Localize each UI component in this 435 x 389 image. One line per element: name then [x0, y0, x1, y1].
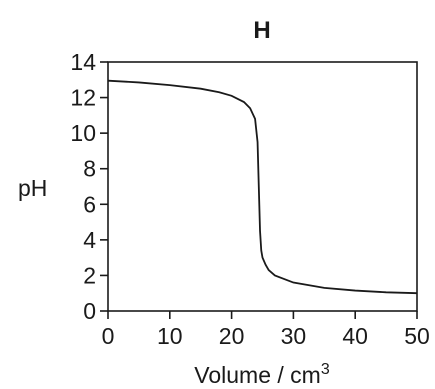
x-axis: 0 10 20 30 40 50	[102, 311, 430, 349]
titration-curve	[107, 79, 418, 295]
y-tick-label: 10	[70, 120, 96, 146]
plot-frame	[107, 61, 418, 312]
y-axis: 0 2 4 6 8 10 12 14	[70, 49, 108, 324]
x-tick-label: 30	[281, 323, 307, 349]
y-tick-label: 4	[83, 227, 96, 253]
y-tick-label: 8	[83, 156, 96, 182]
x-tick-label: 10	[157, 323, 183, 349]
y-tick-label: 14	[70, 49, 96, 75]
x-axis-title-superscript: 3	[321, 361, 330, 378]
y-tick-label: 12	[70, 85, 96, 111]
x-tick-label: 50	[404, 323, 430, 349]
x-tick-label: 40	[342, 323, 368, 349]
y-tick-label: 0	[83, 298, 96, 324]
y-tick-label: 6	[83, 191, 96, 217]
x-tick-label: 0	[102, 323, 115, 349]
chart-title: H	[253, 17, 270, 44]
x-axis-title-text: Volume / cm	[194, 362, 321, 388]
x-axis-title: Volume / cm3	[194, 361, 330, 388]
x-tick-label: 20	[219, 323, 245, 349]
y-axis-title: pH	[18, 175, 47, 201]
y-tick-label: 2	[83, 262, 96, 288]
